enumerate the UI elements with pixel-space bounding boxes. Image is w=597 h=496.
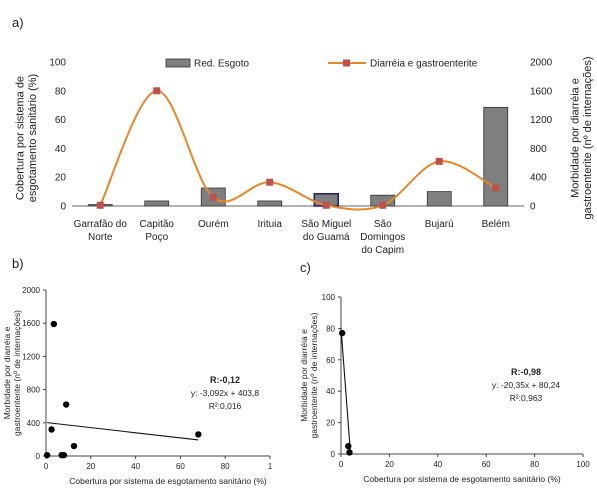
chart-b-xtick-label: 80 (221, 462, 230, 471)
chart-c-ytick-label: 20 (326, 419, 335, 428)
chart-b-xtick-label: 40 (131, 462, 140, 471)
chart-a-category-label: Irituia (258, 219, 283, 230)
panel-a-label: a) (12, 15, 24, 30)
chart-b-ytick-label: 2000 (22, 286, 40, 295)
chart-a-ytick-right: 800 (530, 144, 547, 155)
chart-a-ytick-left: 60 (55, 115, 67, 126)
chart-a-ytick-right: 1200 (530, 115, 553, 126)
chart-a-category-label: Ourém (198, 219, 229, 230)
chart-b-xtick-label: 20 (86, 462, 95, 471)
chart-c-ylabel: Morbidade por diarréia egastroenterite (… (299, 312, 319, 438)
chart-c-ytick-label: 100 (322, 293, 336, 302)
chart-b-ytick-label: 800 (27, 386, 41, 395)
chart-a-bar (257, 200, 283, 207)
chart-a-legend-swatch-marker (343, 59, 350, 67)
chart-b-point (62, 401, 70, 408)
chart-a-category-label: Capitão Poço (140, 219, 175, 243)
chart-b-point (60, 451, 68, 459)
chart-c-xtick-label: 60 (482, 460, 491, 469)
chart-c-point (345, 442, 352, 450)
chart-a-category-label: São Miguel do Guamá (301, 219, 351, 243)
chart-b-annotation-equation: y: -3,092x + 403,8 (191, 388, 260, 398)
chart-c-xtick-label: 100 (576, 460, 590, 469)
chart-c-annotation-r: R:-0,98 (511, 367, 541, 377)
chart-c-xtick-label: 80 (530, 460, 539, 469)
panel-b-label: b) (12, 256, 24, 271)
chart-b-point (195, 431, 202, 438)
chart-a-ylabel-right: Morbidade por diarréia egastroenterite (… (570, 57, 595, 220)
chart-b-xlabel: Cobertura por sistema de esgotamento san… (69, 476, 267, 486)
chart-b-ytick-label: 0 (36, 452, 41, 461)
chart-a-legend-line-label: Diarréia e gastroenterite (370, 59, 478, 70)
chart-a-line-point (435, 157, 443, 165)
chart-b-point (70, 442, 78, 450)
chart-a-ytick-left: 20 (55, 173, 67, 184)
chart-a-line-point (379, 201, 387, 209)
chart-a-category-label: São Domingos do Capim (360, 219, 405, 256)
chart-b-annotation-r: R:-0,12 (210, 375, 240, 385)
chart-a: 0 20 40 60 80 100 0 400 800 1200 1600 2000 Garrafão … (15, 57, 595, 257)
chart-b-ytick-label: 1200 (22, 352, 40, 361)
chart-c-ytick-label: 40 (326, 387, 335, 396)
chart-a-ylabel-left: Cobertura por sistema deesgotamento sani… (15, 74, 39, 202)
chart-a-ytick-left: 80 (55, 86, 67, 97)
chart-c-trendline (340, 327, 351, 453)
chart-b-point (50, 320, 58, 328)
chart-a-ytick-right: 400 (530, 173, 547, 184)
chart-b-ytick-label: 400 (27, 419, 41, 428)
chart-c-xtick-label: 40 (433, 460, 442, 469)
chart-b-ytick-label: 1600 (22, 319, 40, 328)
chart-c-point (346, 449, 353, 456)
chart-b-xtick-label: 1 (268, 462, 273, 471)
chart-c-point (339, 329, 346, 337)
chart-c-ytick-label: 0 (331, 450, 336, 459)
chart-a-ytick-right: 0 (530, 202, 536, 213)
chart-b-point (43, 451, 51, 459)
chart-a-bar (144, 200, 170, 207)
chart-a-ytick-left: 100 (49, 58, 66, 69)
chart-c-annotation-r2: R²:0,963 (510, 393, 543, 403)
chart-c-ytick-label: 60 (326, 356, 335, 365)
chart-a-category-label: Bujarú (425, 219, 454, 230)
chart-a-legend-bar-label: Red. Esgoto (194, 59, 249, 70)
chart-a-line-point (96, 201, 104, 209)
chart-a-line-point (322, 201, 330, 209)
chart-a-line-point (266, 178, 274, 186)
chart-a-line-point (153, 87, 161, 95)
chart-b-annotation-r2: R²:0,016 (209, 401, 242, 411)
chart-a-ytick-right: 2000 (530, 58, 553, 69)
panel-c-label: c) (300, 260, 311, 275)
chart-c-xlabel: Cobertura por sistema de esgotamento san… (363, 474, 561, 484)
chart-b: 0 400 800 1200 1600 2000 0 20 40 60 80 1 R:-0,12 y: -… (2, 286, 273, 486)
chart-a-line-point (209, 193, 217, 201)
chart-a-ytick-left: 0 (60, 202, 66, 213)
chart-a-bar (426, 191, 452, 207)
chart-c-xtick-label: 20 (385, 460, 394, 469)
chart-c: 0 20 40 60 80 100 0 20 40 60 80 100 R:-0,98 y: -20,35… (299, 293, 590, 484)
chart-b-point (48, 426, 55, 433)
chart-b-trendline (47, 422, 199, 441)
chart-a-line-point (492, 184, 500, 192)
chart-b-xtick-label: 0 (44, 462, 49, 471)
chart-c-annotation-equation: y: -20,35x + 80,24 (492, 380, 561, 390)
chart-a-legend-swatch-bar (165, 58, 191, 68)
chart-b-ylabel: Morbidade por diarréia egastroenterite (… (2, 310, 22, 436)
chart-c-xtick-label: 0 (339, 460, 344, 469)
chart-a-category-label: Garrafão do Norte (74, 219, 128, 243)
chart-a-ytick-right: 1600 (530, 86, 553, 97)
chart-a-ytick-left: 40 (55, 144, 67, 155)
chart-c-ytick-label: 80 (326, 324, 335, 333)
chart-a-category-label: Belém (482, 219, 510, 230)
chart-b-xtick-label: 60 (176, 462, 185, 471)
